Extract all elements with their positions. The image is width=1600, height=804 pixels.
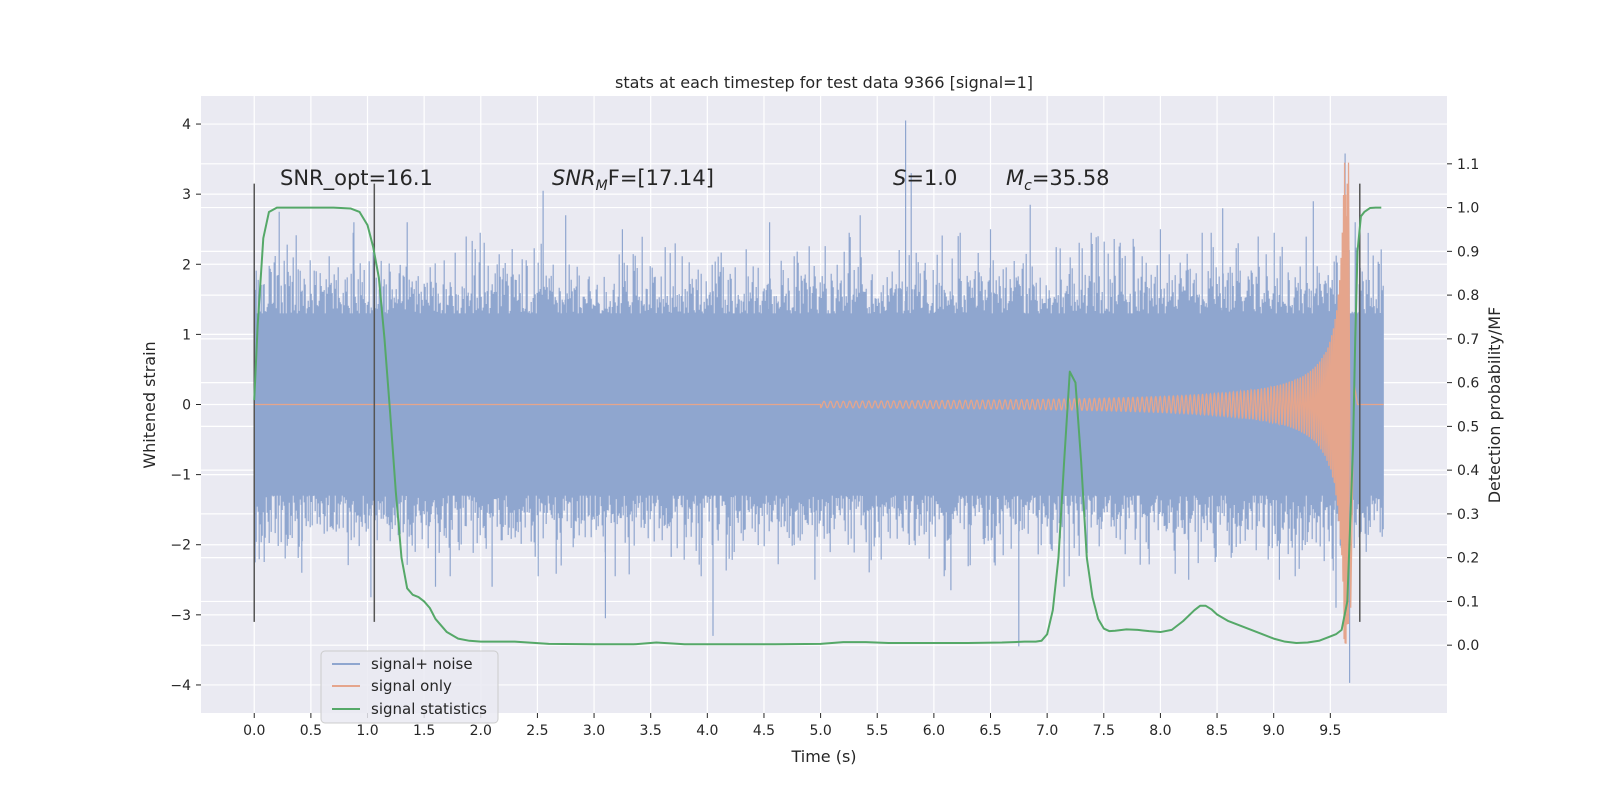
annotation-snr-mf-name: SNR [552,166,596,190]
x-tick-label: 5.0 [809,723,831,739]
right-y-tick-label: 0.7 [1457,332,1479,348]
annotation-snr-mf-value: F=[17.14] [608,166,714,190]
right-y-tick-label: 0.5 [1457,419,1479,435]
annotation-mc-value: =35.58 [1032,166,1110,190]
annotation-s-value: =1.0 [906,166,957,190]
signal-statistics-series [253,206,1382,646]
y-tick-label: −4 [170,678,191,694]
x-tick-label: 9.0 [1263,723,1285,739]
legend-frame [320,650,499,724]
legend-label-signal-only: signal only [371,677,452,695]
x-axis-label: Time (s) [790,747,856,766]
data-layer [253,120,1384,683]
y-tick-label: 1 [182,327,191,343]
right-y-tick-label: 0.3 [1457,507,1479,523]
right-y-tick-label: 0.0 [1457,638,1479,654]
x-tick-label: 5.5 [866,723,888,739]
x-tick-label: 4.5 [753,723,775,739]
x-tick-label: 6.0 [923,723,945,739]
y-tick-label: 3 [182,187,191,203]
right-y-tick-label: 0.9 [1457,244,1479,260]
x-tick-label: 3.0 [583,723,605,739]
right-y-tick-label: 0.8 [1457,288,1479,304]
right-y-axis-label: Detection probability/MF [1485,307,1504,504]
x-tick-label: 1.0 [356,723,378,739]
annotation-group: SNR_opt=16.1 SNRMF=[17.14] S=1.0 Mc=35.5… [280,166,1110,194]
x-tick-label: 4.0 [696,723,718,739]
legend: signal+ noise signal only signal statist… [320,650,499,724]
y-tick-label: 0 [182,398,191,414]
annotation-mc-name: M [1006,166,1024,190]
x-tick-label: 6.5 [979,723,1001,739]
x-tick-label: 1.5 [413,723,435,739]
x-tick-label: 2.5 [526,723,548,739]
right-y-tick-label: 1.1 [1457,157,1479,173]
x-tick-label: 7.5 [1093,723,1115,739]
right-y-tick-label: 0.6 [1457,376,1479,392]
y-tick-label: −1 [170,468,191,484]
y-tick-label: −2 [170,538,191,554]
x-tick-label: 3.5 [640,723,662,739]
annotation-snr-opt: SNR_opt=16.1 [280,166,433,191]
x-tick-label: 7.0 [1036,723,1058,739]
right-y-tick-label: 0.1 [1457,594,1479,610]
chart-title: stats at each timestep for test data 936… [615,73,1033,92]
x-tick-label: 2.0 [470,723,492,739]
right-y-tick-label: 0.2 [1457,551,1479,567]
right-y-tick-label: 0.4 [1457,463,1479,479]
annotation-mc-subscript: c [1024,178,1032,194]
y-tick-label: 2 [182,257,191,273]
y-axis-label: Whitened strain [140,341,159,468]
x-tick-label: 0.0 [243,723,265,739]
right-y-tick-label: 1.0 [1457,201,1479,217]
annotation-s: S=1.0 [893,166,957,190]
legend-label-signal-noise: signal+ noise [371,655,473,673]
annotation-mc: Mc=35.58 [1006,166,1110,194]
y-tick-label: 4 [182,117,191,133]
tick-layer: 0.0 0.5 1.0 1.5 2.0 2.5 3.0 3.5 4.0 4.5 5.0 5.5 6.0 6… [170,117,1479,739]
annotation-snr-mf-subscript: M [596,178,608,194]
x-tick-label: 8.5 [1206,723,1228,739]
legend-label-signal-statistics: signal statistics [371,700,487,718]
x-tick-label: 9.5 [1319,723,1341,739]
x-tick-label: 0.5 [300,723,322,739]
annotation-s-name: S [893,166,906,190]
annotation-snr-mf: SNRMF=[17.14] [552,166,714,194]
x-tick-label: 8.0 [1149,723,1171,739]
signal-only-series [254,162,1384,644]
y-tick-label: −3 [170,608,191,624]
